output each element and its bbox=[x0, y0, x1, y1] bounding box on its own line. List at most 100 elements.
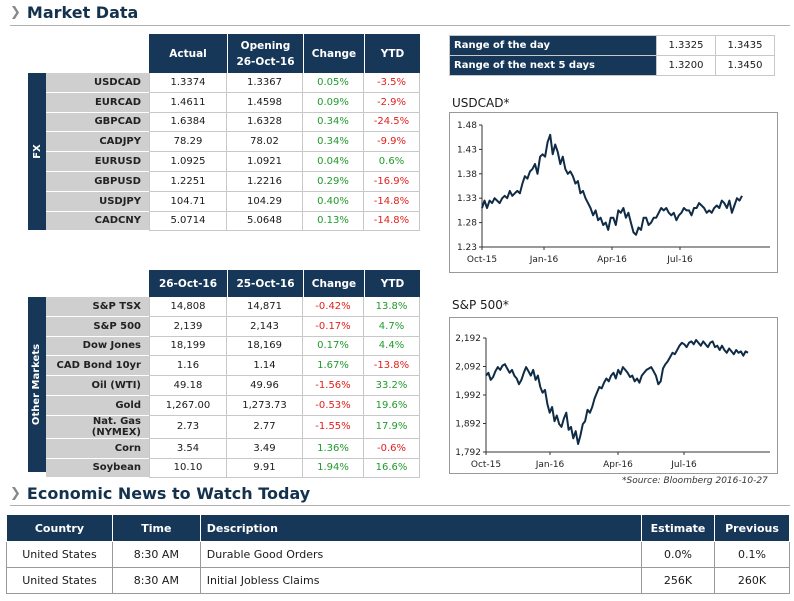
row-label: Dow Jones bbox=[46, 336, 149, 357]
ytd-cell: 17.9% bbox=[364, 415, 420, 439]
value-cell: 49.18 bbox=[149, 376, 227, 396]
x-tick-label: Jul-16 bbox=[666, 255, 693, 265]
value-cell: 3.54 bbox=[149, 438, 227, 459]
market-row: S&P TSX 14,808 14,871 -0.42% 13.8% bbox=[46, 297, 420, 317]
value-cell: 1.4598 bbox=[227, 92, 303, 113]
news-header-description: Description bbox=[199, 514, 643, 542]
value-cell: 49.96 bbox=[227, 376, 303, 396]
value-cell: 10.10 bbox=[149, 458, 227, 479]
market-row: Gold 1,267.00 1,273.73 -0.53% 19.6% bbox=[46, 395, 420, 416]
change-cell: 1.94% bbox=[303, 458, 364, 479]
ytd-cell: 19.6% bbox=[364, 395, 420, 416]
row-label: USDCAD bbox=[46, 73, 149, 93]
value-cell: 14,871 bbox=[227, 297, 303, 317]
ytd-cell: 13.8% bbox=[364, 297, 420, 317]
value-cell: 1.0925 bbox=[149, 152, 227, 172]
y-tick-label: 1,992 bbox=[455, 391, 481, 401]
change-cell: 0.13% bbox=[303, 211, 364, 232]
y-tick-label: 1.23 bbox=[457, 243, 477, 253]
other-markets-table: 26-Oct-16 25-Oct-16 Change YTD S&P TSX 14… bbox=[46, 270, 420, 479]
ytd-cell: 4.4% bbox=[364, 336, 420, 357]
value-cell: 1.3367 bbox=[227, 73, 303, 93]
value-cell: 1.2251 bbox=[149, 171, 227, 192]
series-line bbox=[485, 339, 749, 445]
range-high: 1.3435 bbox=[715, 35, 775, 56]
value-cell: 104.29 bbox=[227, 191, 303, 212]
row-label: Nat. Gas (NYMEX) bbox=[46, 415, 149, 439]
value-cell: 78.29 bbox=[149, 132, 227, 153]
sp500-chart-svg: 2,192 2,092 1,992 1,892 1,792 Oct-15 Jan-16 Apr… bbox=[455, 334, 770, 470]
ytd-cell: -14.8% bbox=[364, 191, 420, 212]
change-cell: 0.09% bbox=[303, 92, 364, 113]
market-row: S&P 500 2,139 2,143 -0.17% 4.7% bbox=[46, 316, 420, 337]
value-cell: 1.3374 bbox=[149, 73, 227, 93]
y-tick-label: 1.28 bbox=[457, 219, 477, 229]
value-cell: 1,267.00 bbox=[149, 395, 227, 416]
x-tick-label: Apr-16 bbox=[597, 255, 627, 265]
other-header-date2: 25-Oct-16 bbox=[227, 270, 303, 297]
row-label: CAD Bond 10yr bbox=[46, 356, 149, 377]
economic-news-heading: ❯ Economic News to Watch Today bbox=[10, 484, 310, 503]
y-tick-label: 2,192 bbox=[455, 334, 481, 344]
news-header-country: Country bbox=[6, 514, 113, 542]
row-label: USDJPY bbox=[46, 191, 149, 212]
fx-header-actual: Actual bbox=[149, 34, 227, 73]
divider bbox=[10, 505, 790, 506]
value-cell: 104.71 bbox=[149, 191, 227, 212]
economic-news-title: Economic News to Watch Today bbox=[26, 484, 311, 503]
change-cell: -0.42% bbox=[303, 297, 364, 317]
y-tick-label: 1.48 bbox=[457, 121, 477, 131]
usdcad-chart-title: USDCAD* bbox=[452, 96, 510, 110]
ytd-cell: 0.6% bbox=[364, 152, 420, 172]
row-label: GBPUSD bbox=[46, 171, 149, 192]
value-cell: 1.0921 bbox=[227, 152, 303, 172]
market-row: EURCAD 1.4611 1.4598 0.09% -2.9% bbox=[46, 92, 420, 113]
other-header-date1: 26-Oct-16 bbox=[149, 270, 227, 297]
change-cell: 1.36% bbox=[303, 438, 364, 459]
change-cell: -0.17% bbox=[303, 316, 364, 337]
row-label: Oil (WTI) bbox=[46, 376, 149, 396]
row-label: EURCAD bbox=[46, 92, 149, 113]
y-tick-label: 2,092 bbox=[455, 363, 481, 373]
row-label: CADCNY bbox=[46, 211, 149, 232]
value-cell: 78.02 bbox=[227, 132, 303, 153]
market-row: GBPCAD 1.6384 1.6328 0.34% -24.5% bbox=[46, 112, 420, 133]
value-cell: 5.0648 bbox=[227, 211, 303, 232]
ytd-cell: -3.5% bbox=[364, 73, 420, 93]
value-cell: 2.73 bbox=[149, 415, 227, 439]
change-cell: -1.55% bbox=[303, 415, 364, 439]
value-cell: 1.16 bbox=[149, 356, 227, 377]
value-cell: 3.49 bbox=[227, 438, 303, 459]
market-row: GBPUSD 1.2251 1.2216 0.29% -16.9% bbox=[46, 171, 420, 192]
market-data-title: Market Data bbox=[26, 3, 139, 22]
y-tick-label: 1,892 bbox=[455, 420, 481, 430]
change-cell: -1.56% bbox=[303, 376, 364, 396]
news-header-previous: Previous bbox=[714, 514, 790, 542]
news-header-estimate: Estimate bbox=[641, 514, 715, 542]
value-cell: 2.77 bbox=[227, 415, 303, 439]
change-cell: 0.34% bbox=[303, 132, 364, 153]
range-label: Range of the day bbox=[449, 35, 657, 56]
change-cell: 0.04% bbox=[303, 152, 364, 172]
value-cell: 2,143 bbox=[227, 316, 303, 337]
news-estimate: 0.0% bbox=[641, 541, 715, 568]
divider bbox=[10, 25, 790, 26]
news-time: 8:30 AM bbox=[111, 567, 201, 594]
value-cell: 1.6328 bbox=[227, 112, 303, 133]
x-tick-label: Oct-15 bbox=[471, 460, 501, 470]
value-cell: 18,169 bbox=[227, 336, 303, 357]
fx-header-ytd: YTD bbox=[364, 34, 420, 73]
news-country: United States bbox=[6, 541, 113, 568]
market-row: USDJPY 104.71 104.29 0.40% -14.8% bbox=[46, 191, 420, 212]
row-label: S&P 500 bbox=[46, 316, 149, 337]
news-row: United States 8:30 AM Initial Jobless Clai… bbox=[6, 567, 790, 594]
ytd-cell: -2.9% bbox=[364, 92, 420, 113]
fx-table: Actual Opening 26-Oct-16 Change YTD USDC… bbox=[46, 34, 420, 232]
market-row: Corn 3.54 3.49 1.36% -0.6% bbox=[46, 438, 420, 459]
value-cell: 14,808 bbox=[149, 297, 227, 317]
market-row: Nat. Gas (NYMEX) 2.73 2.77 -1.55% 17.9% bbox=[46, 415, 420, 439]
fx-header-change: Change bbox=[303, 34, 364, 73]
value-cell: 1.4611 bbox=[149, 92, 227, 113]
range-high: 1.3450 bbox=[715, 55, 775, 76]
ytd-cell: -13.8% bbox=[364, 356, 420, 377]
